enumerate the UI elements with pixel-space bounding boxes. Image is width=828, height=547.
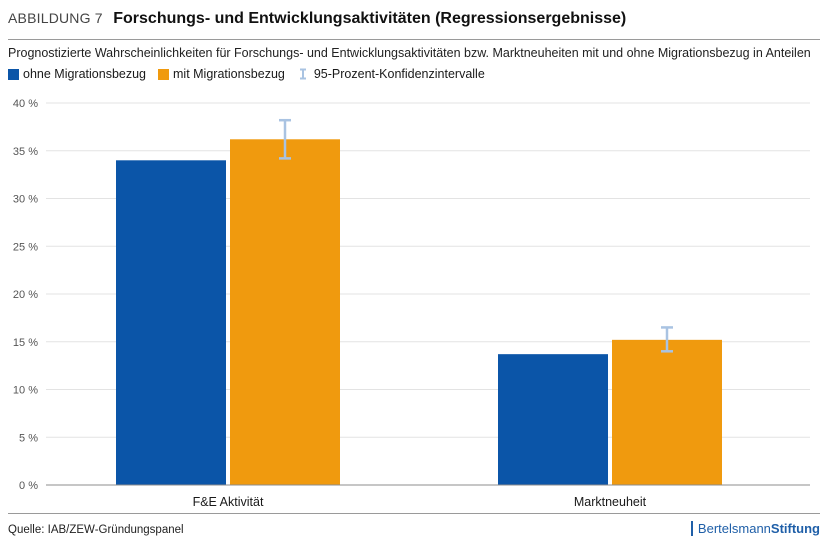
bar bbox=[612, 339, 722, 485]
bar bbox=[230, 139, 340, 485]
bar bbox=[116, 160, 226, 486]
x-tick-label: Marktneuheit bbox=[574, 495, 647, 509]
y-tick-label: 30 % bbox=[13, 194, 38, 206]
legend-label-with: mit Migrationsbezug bbox=[173, 67, 285, 81]
legend-item-ci: 95-Prozent-Konfidenzintervalle bbox=[297, 67, 485, 81]
legend-swatch-without bbox=[8, 68, 19, 80]
brand-logo: BertelsmannStiftung bbox=[690, 521, 820, 536]
legend: ohne Migrationsbezug mit Migrationsbezug… bbox=[8, 67, 497, 81]
chart-subtitle: Prognostizierte Wahrscheinlichkeiten für… bbox=[8, 46, 811, 60]
legend-label-ci: 95-Prozent-Konfidenzintervalle bbox=[313, 67, 485, 81]
header-divider bbox=[8, 39, 820, 40]
brand-regular: Bertelsmann bbox=[697, 521, 771, 536]
bar bbox=[498, 354, 608, 485]
figure-number: ABBILDUNG 7 bbox=[8, 10, 103, 26]
error-bar-icon bbox=[299, 68, 306, 80]
y-tick-label: 40 % bbox=[13, 98, 38, 110]
bar-chart: 0 % 5 % 10 % 15 % 20 % 25 % 30 % 35 % 40 % F&E Ak… bbox=[13, 98, 810, 509]
legend-label-without: ohne Migrationsbezug bbox=[23, 67, 146, 81]
brand-bold: Stiftung bbox=[770, 521, 820, 536]
source-note: Quelle: IAB/ZEW-Gründungspanel bbox=[8, 524, 184, 536]
y-tick-label: 15 % bbox=[13, 337, 38, 349]
y-tick-label: 0 % bbox=[19, 480, 38, 492]
y-tick-label: 35 % bbox=[13, 146, 38, 158]
y-tick-label: 5 % bbox=[19, 432, 38, 444]
legend-item-with: mit Migrationsbezug bbox=[158, 67, 285, 81]
y-tick-label: 10 % bbox=[13, 385, 38, 397]
legend-item-without: ohne Migrationsbezug bbox=[8, 67, 146, 81]
footer-divider bbox=[8, 513, 820, 514]
y-tick-label: 20 % bbox=[13, 289, 38, 301]
y-tick-label: 25 % bbox=[13, 241, 38, 253]
x-tick-label: F&E Aktivität bbox=[193, 495, 264, 509]
chart-title: Forschungs- und Entwicklungsaktivitäten … bbox=[113, 10, 627, 27]
legend-swatch-with bbox=[158, 68, 169, 80]
figure-header: ABBILDUNG 7 Forschungs- und Entwicklungs… bbox=[8, 10, 626, 28]
